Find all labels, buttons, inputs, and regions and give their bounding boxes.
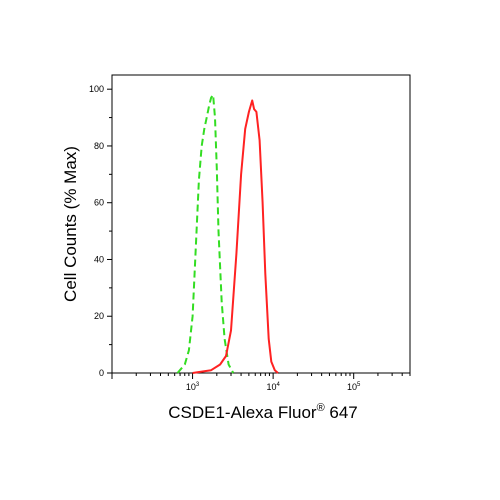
series-line-dashed xyxy=(176,93,235,374)
y-axis-title: Cell Counts (% Max) xyxy=(61,146,80,302)
y-tick-label: 60 xyxy=(94,198,104,208)
x-tick-label: 104 xyxy=(266,382,280,392)
x-axis-title: CSDE1-Alexa Fluor® 647 xyxy=(168,402,358,422)
y-tick-label: 40 xyxy=(94,254,104,264)
y-tick-label: 100 xyxy=(89,84,104,94)
y-tick-label: 20 xyxy=(94,311,104,321)
x-axis-ticks: 103 104 105 xyxy=(111,373,411,392)
y-tick-label: 80 xyxy=(94,141,104,151)
x-tick-label: 103 xyxy=(186,382,200,392)
x-axis-title-registered-mark: ® xyxy=(317,402,325,414)
series-layer xyxy=(176,93,279,374)
x-tick-label: 105 xyxy=(347,382,361,392)
x-axis-title-suffix: 647 xyxy=(325,403,358,422)
x-axis-title-main: CSDE1-Alexa Fluor xyxy=(168,403,317,422)
y-tick-label: 0 xyxy=(99,368,104,378)
series-line-solid xyxy=(192,99,279,374)
plot-frame xyxy=(111,74,411,374)
y-axis-ticks: 0 20 40 60 80 100 xyxy=(89,84,112,378)
